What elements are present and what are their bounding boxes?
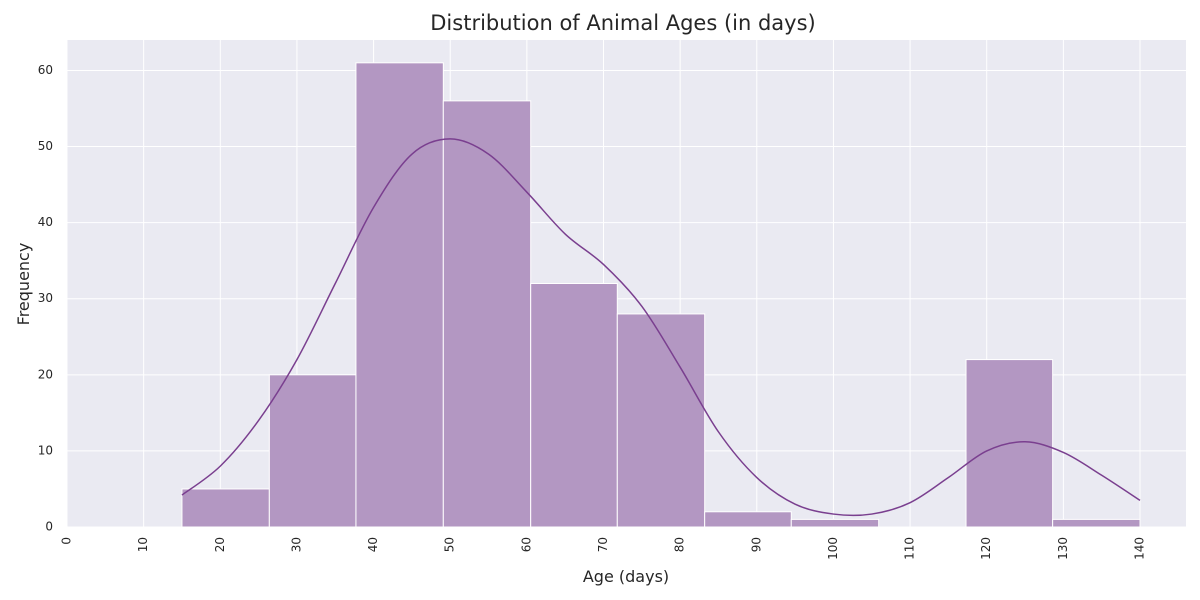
y-axis-label: Frequency [14, 243, 33, 326]
histogram-bar [355, 62, 444, 528]
x-tick-label: 0 [60, 537, 74, 545]
histogram-bars [181, 62, 1141, 528]
x-tick-label: 20 [213, 537, 227, 552]
x-tick-label: 70 [596, 537, 610, 552]
y-tick-labels: 0 10 20 30 40 50 60 [38, 63, 53, 534]
y-tick-label: 30 [38, 291, 53, 305]
x-axis-label: Age (days) [583, 567, 669, 586]
y-tick-label: 0 [45, 520, 53, 534]
x-tick-label: 130 [1056, 537, 1070, 560]
histogram-bar [268, 374, 357, 528]
kde-curve [181, 138, 1141, 517]
y-tick-label: 10 [38, 443, 53, 457]
histogram-bar [1052, 518, 1141, 528]
x-tick-labels: 0 10 20 30 40 50 60 70 80 90 100 110 120 130 140 [60, 537, 1147, 560]
x-tick-label: 60 [519, 537, 533, 552]
histogram-bar [790, 518, 880, 528]
histogram-bar [704, 511, 792, 528]
y-tick-label: 50 [38, 139, 53, 153]
histogram-bar [530, 283, 618, 528]
x-tick-label: 10 [136, 537, 150, 552]
y-tick-label: 40 [38, 215, 53, 229]
x-tick-label: 120 [979, 537, 993, 560]
histogram-bar [442, 100, 532, 528]
x-tick-label: 80 [673, 537, 687, 552]
x-tick-label: 90 [749, 537, 763, 552]
y-tick-label: 60 [38, 63, 53, 77]
histogram-bar [616, 313, 706, 528]
x-tick-label: 110 [903, 537, 917, 560]
x-tick-label: 40 [366, 537, 380, 552]
x-tick-label: 140 [1133, 537, 1147, 560]
x-tick-label: 100 [826, 537, 840, 560]
y-tick-label: 20 [38, 367, 53, 381]
x-tick-label: 30 [289, 537, 303, 552]
histogram-bar [181, 488, 270, 528]
x-tick-label: 50 [443, 537, 457, 552]
chart-title: Distribution of Animal Ages (in days) [430, 11, 815, 35]
grid-lines [66, 40, 1186, 528]
